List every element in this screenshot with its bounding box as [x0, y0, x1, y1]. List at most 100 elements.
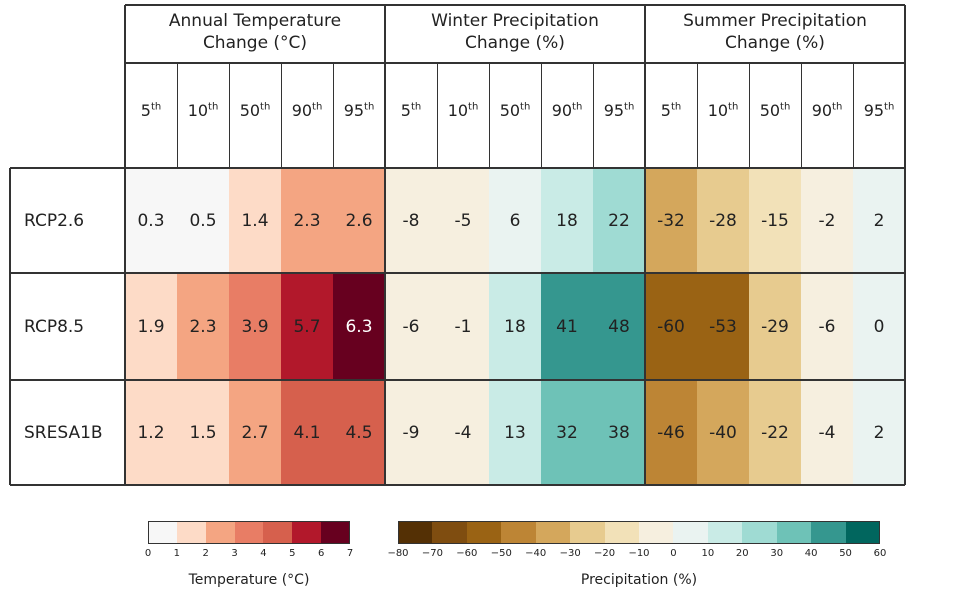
heatmap-cell: -5 — [437, 168, 489, 273]
colorbar-tick-label: 30 — [770, 548, 784, 559]
colorbar-tick-label: −40 — [525, 548, 547, 559]
heatmap-cell: 0.5 — [177, 168, 229, 273]
colorbar-swatch-precipitation — [535, 521, 571, 544]
colorbar-swatch-temperature — [263, 521, 293, 544]
colorbar-swatch-precipitation — [466, 521, 502, 544]
percentile-number: 5 — [140, 101, 151, 120]
grid-line-percentile — [228, 63, 230, 168]
colorbar-tick-label: −50 — [490, 548, 512, 559]
heatmap-cell: -15 — [749, 168, 801, 273]
percentile-header: 95th — [333, 101, 385, 120]
percentile-suffix: th — [260, 101, 271, 113]
percentile-header: 90th — [281, 101, 333, 120]
colorbar-tick-label: −60 — [456, 548, 478, 559]
percentile-number: 95 — [343, 101, 365, 120]
percentile-suffix: th — [832, 101, 843, 113]
heatmap-cell: -9 — [385, 380, 437, 485]
percentile-number: 50 — [759, 101, 781, 120]
percentile-suffix: th — [468, 101, 479, 113]
percentile-header: 90th — [541, 101, 593, 120]
grid-line-percentile — [696, 63, 698, 168]
colorbar-tick-label: −80 — [387, 548, 409, 559]
heatmap-cell: -4 — [437, 380, 489, 485]
colorbar-frame-precipitation — [398, 521, 880, 544]
percentile-header: 90th — [801, 101, 853, 120]
group-title-line2: Change (%) — [465, 33, 565, 53]
grid-line-group-separator — [644, 5, 646, 485]
heatmap-cell: 6.3 — [333, 273, 385, 380]
heatmap-cell: 2.3 — [281, 168, 333, 273]
grid-line-percentile — [540, 63, 542, 168]
percentile-header: 95th — [853, 101, 905, 120]
percentile-suffix: th — [312, 101, 323, 113]
percentile-header: 10th — [437, 101, 489, 120]
heatmap-cell: 2.7 — [229, 380, 281, 485]
colorbar-swatch-temperature — [148, 521, 178, 544]
heatmap-cell: -53 — [697, 273, 749, 380]
percentile-number: 5 — [660, 101, 671, 120]
colorbar-tick-label: 40 — [804, 548, 818, 559]
percentile-number: 10 — [707, 101, 729, 120]
heatmap-cell: -28 — [697, 168, 749, 273]
grid-line-percentile — [488, 63, 490, 168]
row-label-rcp85: RCP8.5 — [24, 316, 85, 337]
percentile-header: 5th — [125, 101, 177, 120]
grid-line-percentile — [436, 63, 438, 168]
grid-line-title-bottom — [125, 62, 905, 64]
heatmap-cell: 0 — [853, 273, 905, 380]
colorbar-swatch-temperature — [205, 521, 236, 544]
colorbar-tick-label: 50 — [839, 548, 852, 559]
percentile-suffix: th — [884, 101, 895, 113]
row-label-sresa1b: SRESA1B — [24, 422, 103, 443]
colorbar-tick-label: −10 — [628, 548, 650, 559]
group-title-precipitation-2: Summer Precipitation Change (%) — [645, 10, 905, 54]
grid-line-percentile — [280, 63, 282, 168]
colorbar-tick-label: 2 — [202, 548, 209, 559]
heatmap-cell: -60 — [645, 273, 697, 380]
heatmap-cell: 1.4 — [229, 168, 281, 273]
percentile-header: 50th — [229, 101, 281, 120]
colorbar-swatch-precipitation — [604, 521, 640, 544]
colorbar-tick-label: 10 — [701, 548, 715, 559]
heatmap-cell: 5.7 — [281, 273, 333, 380]
heatmap-cell: 1.5 — [177, 380, 229, 485]
heatmap-cell: 18 — [489, 273, 541, 380]
colorbar-swatch-temperature — [321, 521, 351, 544]
heatmap-cell: 32 — [541, 380, 593, 485]
grid-line-group-separator — [904, 5, 906, 485]
percentile-suffix: th — [670, 101, 682, 113]
heatmap-cell: 0.3 — [125, 168, 177, 273]
percentile-number: 50 — [499, 101, 521, 120]
colorbar-swatch-precipitation — [432, 521, 468, 544]
colorbar-tick-label: 5 — [289, 548, 296, 559]
heatmap-cell: -46 — [645, 380, 697, 485]
colorbar-tick-label: 60 — [873, 548, 887, 559]
colorbar-swatch-precipitation — [707, 521, 743, 544]
percentile-header: 10th — [697, 101, 749, 120]
colorbar-swatch-temperature — [234, 521, 264, 544]
percentile-suffix: th — [780, 101, 791, 113]
heatmap-cell: 4.1 — [281, 380, 333, 485]
percentile-header: 50th — [489, 101, 541, 120]
grid-line-bottom — [10, 484, 905, 486]
percentile-header: 95th — [593, 101, 645, 120]
colorbar-tick-label: 20 — [735, 548, 749, 559]
percentile-number: 95 — [863, 101, 885, 120]
grid-line-left — [9, 168, 11, 485]
percentile-header: 50th — [749, 101, 801, 120]
heatmap-cell: 6 — [489, 168, 541, 273]
colorbar-tick-label: 1 — [173, 548, 181, 559]
heatmap-cell: -6 — [801, 273, 853, 380]
colorbar-swatch-precipitation — [398, 521, 433, 544]
colorbar-tick-label: 0 — [144, 548, 152, 559]
percentile-number: 90 — [551, 101, 573, 120]
heatmap-cell: 48 — [593, 273, 645, 380]
grid-line-percentile — [748, 63, 750, 168]
heatmap-cell: 1.9 — [125, 273, 177, 380]
colorbar-swatch-temperature — [292, 521, 322, 544]
group-title-line2: Change (°C) — [202, 33, 308, 53]
percentile-header: 10th — [177, 101, 229, 120]
heatmap-cell: 13 — [489, 380, 541, 485]
heatmap-cell: 3.9 — [229, 273, 281, 380]
